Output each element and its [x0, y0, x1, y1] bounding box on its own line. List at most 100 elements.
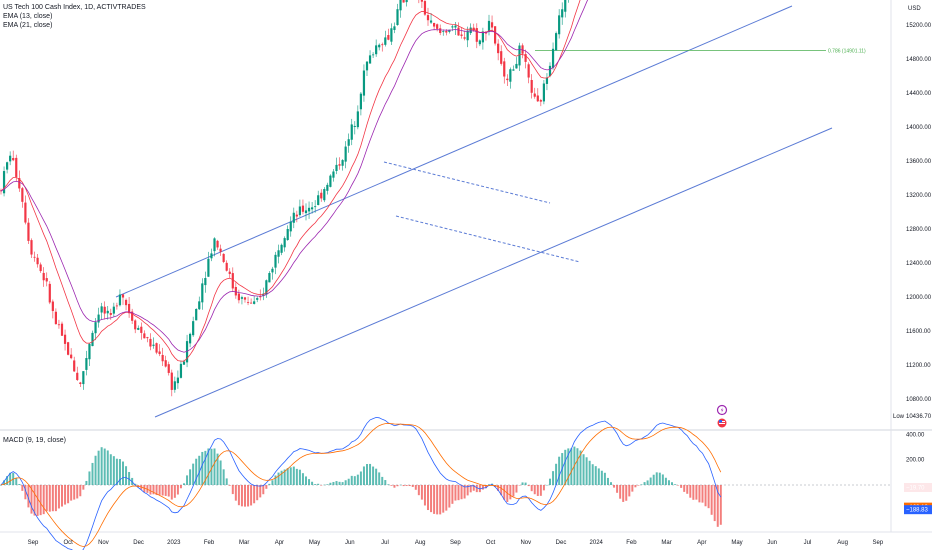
- time-tick-label: Oct: [486, 540, 496, 546]
- macd-badge-label: −19.70: [906, 485, 925, 491]
- time-tick-label: Aug: [415, 540, 426, 546]
- candle-body: [353, 125, 356, 127]
- candle-body: [253, 301, 256, 304]
- candle-body: [103, 306, 106, 314]
- macd-histogram-bar: [353, 476, 356, 485]
- price-tick-label: 10800.00: [906, 397, 932, 403]
- candle-body: [210, 253, 213, 259]
- candle-body: [256, 298, 259, 300]
- candlestick-series: [0, 0, 569, 397]
- macd-histogram-bar: [625, 485, 628, 501]
- candle-body: [301, 205, 305, 212]
- macd-histogram-bar: [338, 481, 341, 485]
- candle-body: [524, 54, 527, 62]
- us-flag-icon[interactable]: [717, 418, 727, 428]
- macd-histogram-bar: [42, 485, 45, 515]
- macd-histogram-bar: [427, 485, 429, 511]
- candle-body: [54, 311, 57, 325]
- candle-body: [234, 287, 237, 296]
- macd-histogram-bar: [198, 455, 201, 485]
- macd-histogram-bar: [326, 484, 329, 485]
- price-axis[interactable]: USD 15200.00 14800.00 14400.00 14000.00 13600…: [893, 0, 932, 514]
- macd-histogram-bar: [0, 485, 2, 486]
- macd-histogram-bar: [637, 485, 640, 486]
- candle-body: [564, 0, 567, 12]
- candle-body: [536, 95, 539, 102]
- candle-body: [515, 63, 518, 69]
- candle-body: [36, 257, 39, 265]
- time-tick-label: May: [731, 540, 742, 546]
- ema13-legend[interactable]: EMA (13, close): [3, 13, 53, 20]
- candle-body: [420, 0, 423, 2]
- macd-histogram-bar: [286, 468, 289, 485]
- candle-body: [304, 210, 308, 214]
- macd-histogram-bar: [564, 449, 567, 485]
- candle-body: [558, 15, 561, 35]
- macd-histogram-bar: [103, 448, 106, 485]
- macd-histogram-bar: [54, 485, 57, 512]
- macd-histogram-bar: [667, 480, 670, 485]
- macd-histogram-bar: [411, 485, 414, 487]
- macd-histogram-bar: [369, 463, 372, 485]
- candle-body: [487, 20, 491, 32]
- candle-body: [359, 93, 362, 110]
- macd-histogram-bar: [567, 448, 570, 485]
- macd-histogram-bar: [320, 485, 323, 486]
- macd-histogram-bar: [698, 485, 701, 503]
- candle-body: [332, 171, 335, 178]
- macd-histogram-bar: [213, 448, 216, 485]
- time-tick-label: Sep: [28, 540, 39, 546]
- macd-histogram-bar: [549, 478, 551, 485]
- price-tick-label: 13600.00: [906, 159, 932, 165]
- macd-histogram-bar: [94, 455, 97, 485]
- macd-histogram-bar: [674, 484, 677, 485]
- macd-histogram-bar: [405, 485, 408, 486]
- macd-histogram-bar: [707, 485, 710, 509]
- candle-body: [326, 184, 329, 191]
- ema-series: [0, 0, 589, 362]
- time-axis[interactable]: Sep Oct Nov Dec 2023 Feb Mar Apr May Jun Jul Aug Sep…: [28, 540, 884, 546]
- macd-histogram-bar: [289, 467, 292, 485]
- candle-body: [94, 322, 97, 334]
- macd-histogram-bar: [219, 460, 222, 485]
- macd-histogram-bar: [433, 485, 436, 514]
- low-value: 10436.70: [906, 414, 932, 420]
- macd-histogram-bar: [134, 483, 137, 485]
- macd-histogram-bar: [61, 485, 63, 507]
- lightning-icon[interactable]: [716, 404, 728, 416]
- macd-histogram-bar: [280, 470, 283, 485]
- macd-badge: [904, 505, 932, 515]
- macd-histogram-bar: [158, 485, 161, 495]
- macd-histogram-bar: [179, 485, 182, 489]
- macd-histogram-bar: [649, 477, 652, 485]
- candle-body: [112, 306, 115, 314]
- candle-body: [195, 309, 198, 321]
- macd-histogram-bar: [378, 472, 381, 485]
- candle-body: [182, 361, 186, 365]
- macd-histogram-bar: [91, 462, 94, 485]
- candle-body: [317, 195, 320, 206]
- macd-histogram-bar: [463, 485, 466, 499]
- ema21-legend[interactable]: EMA (21, close): [3, 22, 53, 29]
- macd-histogram-bar: [466, 485, 469, 496]
- macd-histogram-bar: [509, 485, 512, 500]
- macd-histogram-bar: [704, 485, 707, 507]
- candle-body: [185, 341, 189, 363]
- macd-histogram-bar: [18, 484, 21, 485]
- candle-body: [246, 302, 250, 303]
- macd-histogram-bar: [106, 450, 109, 485]
- candle-body: [347, 139, 350, 146]
- macd-histogram-bar: [24, 485, 27, 500]
- macd-legend[interactable]: MACD (9, 19, close): [3, 436, 66, 445]
- candle-body: [79, 382, 82, 384]
- macd-histogram-bar: [314, 484, 317, 485]
- macd-histogram-bar: [115, 458, 118, 485]
- candle-body: [30, 240, 33, 255]
- macd-histogram-bar: [613, 485, 616, 488]
- macd-histogram-bar: [222, 469, 225, 485]
- macd-histogram-bar: [359, 471, 362, 485]
- candle-body: [396, 9, 399, 25]
- candle-body: [335, 164, 338, 171]
- macd-histogram-bar: [112, 456, 115, 485]
